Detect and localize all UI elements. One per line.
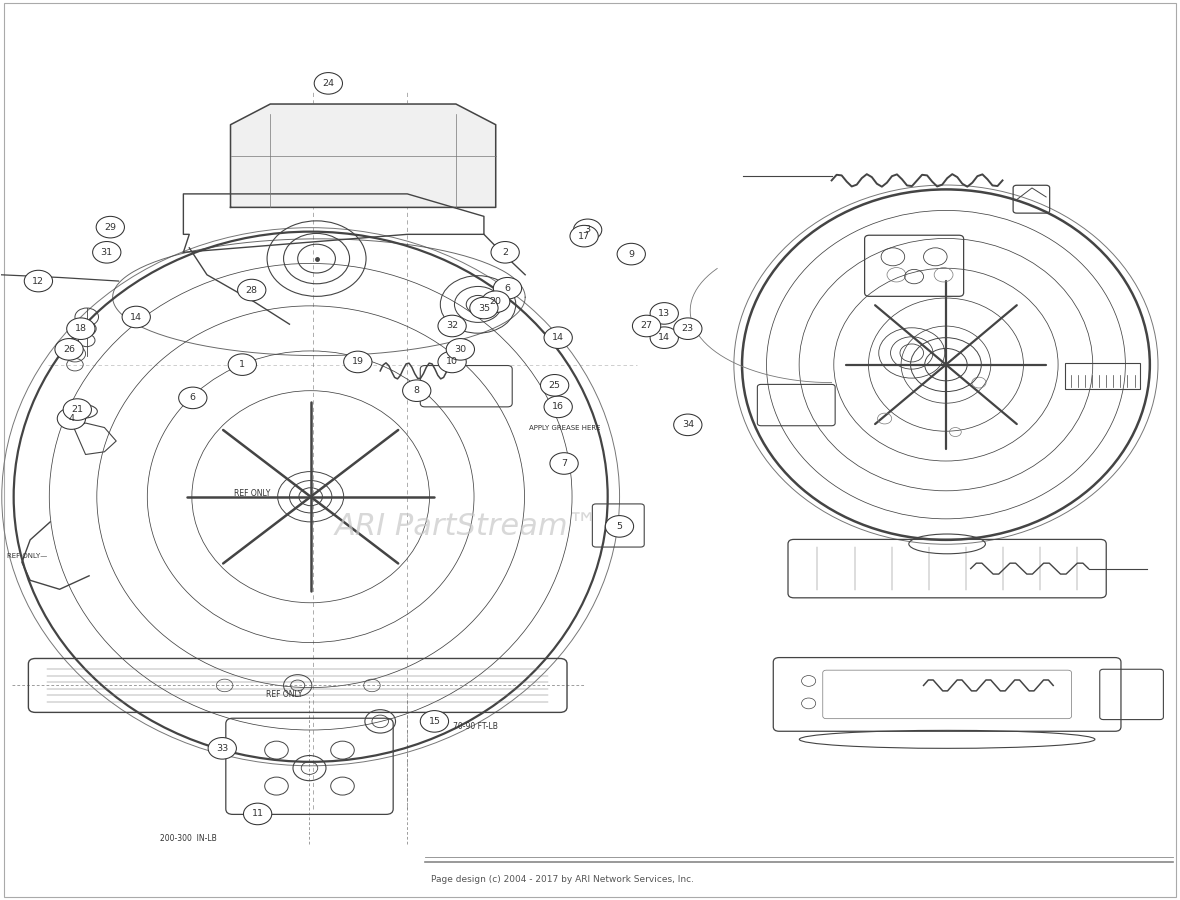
Text: REF ONLY—: REF ONLY— — [7, 553, 47, 559]
Text: 7: 7 — [560, 459, 568, 468]
Circle shape — [208, 738, 236, 759]
Text: 35: 35 — [478, 303, 490, 312]
Text: 18: 18 — [74, 324, 87, 333]
Text: 4: 4 — [68, 414, 74, 423]
Text: 10: 10 — [446, 357, 458, 366]
Circle shape — [674, 318, 702, 339]
Circle shape — [92, 241, 120, 263]
Text: 34: 34 — [682, 420, 694, 429]
Circle shape — [420, 711, 448, 733]
Circle shape — [650, 327, 678, 348]
Circle shape — [573, 219, 602, 240]
Text: 6: 6 — [505, 284, 511, 292]
Text: 31: 31 — [100, 248, 113, 256]
Circle shape — [438, 315, 466, 337]
Text: 11: 11 — [251, 809, 263, 818]
Circle shape — [402, 380, 431, 401]
Text: APPLY GREASE HERE: APPLY GREASE HERE — [529, 426, 601, 431]
Circle shape — [470, 297, 498, 319]
Circle shape — [544, 396, 572, 418]
Text: 16: 16 — [552, 402, 564, 411]
Text: 70-90 FT-LB: 70-90 FT-LB — [453, 723, 498, 732]
Circle shape — [228, 354, 256, 375]
Circle shape — [570, 225, 598, 247]
Circle shape — [122, 306, 150, 328]
Circle shape — [343, 351, 372, 373]
Circle shape — [632, 315, 661, 337]
Text: 17: 17 — [578, 231, 590, 240]
Text: Page design (c) 2004 - 2017 by ARI Network Services, Inc.: Page design (c) 2004 - 2017 by ARI Netwo… — [431, 875, 694, 884]
Text: 6: 6 — [190, 393, 196, 402]
Text: 19: 19 — [352, 357, 363, 366]
Text: 25: 25 — [549, 381, 560, 390]
Text: 13: 13 — [658, 309, 670, 318]
Circle shape — [243, 803, 271, 824]
Polygon shape — [230, 104, 496, 207]
Text: 14: 14 — [658, 333, 670, 342]
Circle shape — [650, 302, 678, 324]
Text: 27: 27 — [641, 321, 653, 330]
Text: 30: 30 — [454, 345, 466, 354]
Circle shape — [64, 399, 91, 420]
Circle shape — [438, 351, 466, 373]
Text: 32: 32 — [446, 321, 458, 330]
Circle shape — [491, 241, 519, 263]
Circle shape — [25, 270, 53, 292]
Text: 15: 15 — [428, 717, 440, 726]
Circle shape — [605, 516, 634, 537]
Text: REF ONLY: REF ONLY — [234, 489, 270, 498]
Circle shape — [67, 318, 94, 339]
Text: 23: 23 — [682, 324, 694, 333]
Circle shape — [446, 338, 474, 360]
Circle shape — [237, 279, 266, 301]
Circle shape — [96, 216, 124, 238]
Text: 2: 2 — [503, 248, 509, 256]
Text: ARI PartStream™: ARI PartStream™ — [334, 512, 598, 541]
Text: 9: 9 — [628, 249, 635, 258]
Circle shape — [481, 291, 510, 312]
Text: 20: 20 — [490, 297, 502, 306]
Circle shape — [58, 408, 86, 429]
Circle shape — [540, 374, 569, 396]
Text: 200-300  IN-LB: 200-300 IN-LB — [159, 833, 217, 842]
Text: 33: 33 — [216, 743, 229, 752]
Text: 21: 21 — [71, 405, 84, 414]
Circle shape — [493, 277, 522, 299]
Text: 24: 24 — [322, 79, 334, 88]
Circle shape — [550, 453, 578, 474]
Circle shape — [178, 387, 206, 409]
Text: REF ONLY: REF ONLY — [266, 690, 302, 699]
Text: 12: 12 — [32, 276, 45, 285]
Circle shape — [617, 243, 645, 265]
Circle shape — [55, 338, 84, 360]
Circle shape — [674, 414, 702, 436]
Text: 1: 1 — [240, 360, 245, 369]
Circle shape — [544, 327, 572, 348]
Text: 14: 14 — [130, 312, 143, 321]
Text: 3: 3 — [584, 225, 591, 234]
Text: 8: 8 — [414, 386, 420, 395]
Circle shape — [314, 73, 342, 94]
Text: 29: 29 — [104, 222, 117, 231]
Text: 26: 26 — [63, 345, 76, 354]
Text: 5: 5 — [616, 522, 623, 531]
Text: 14: 14 — [552, 333, 564, 342]
Text: 28: 28 — [245, 285, 257, 294]
